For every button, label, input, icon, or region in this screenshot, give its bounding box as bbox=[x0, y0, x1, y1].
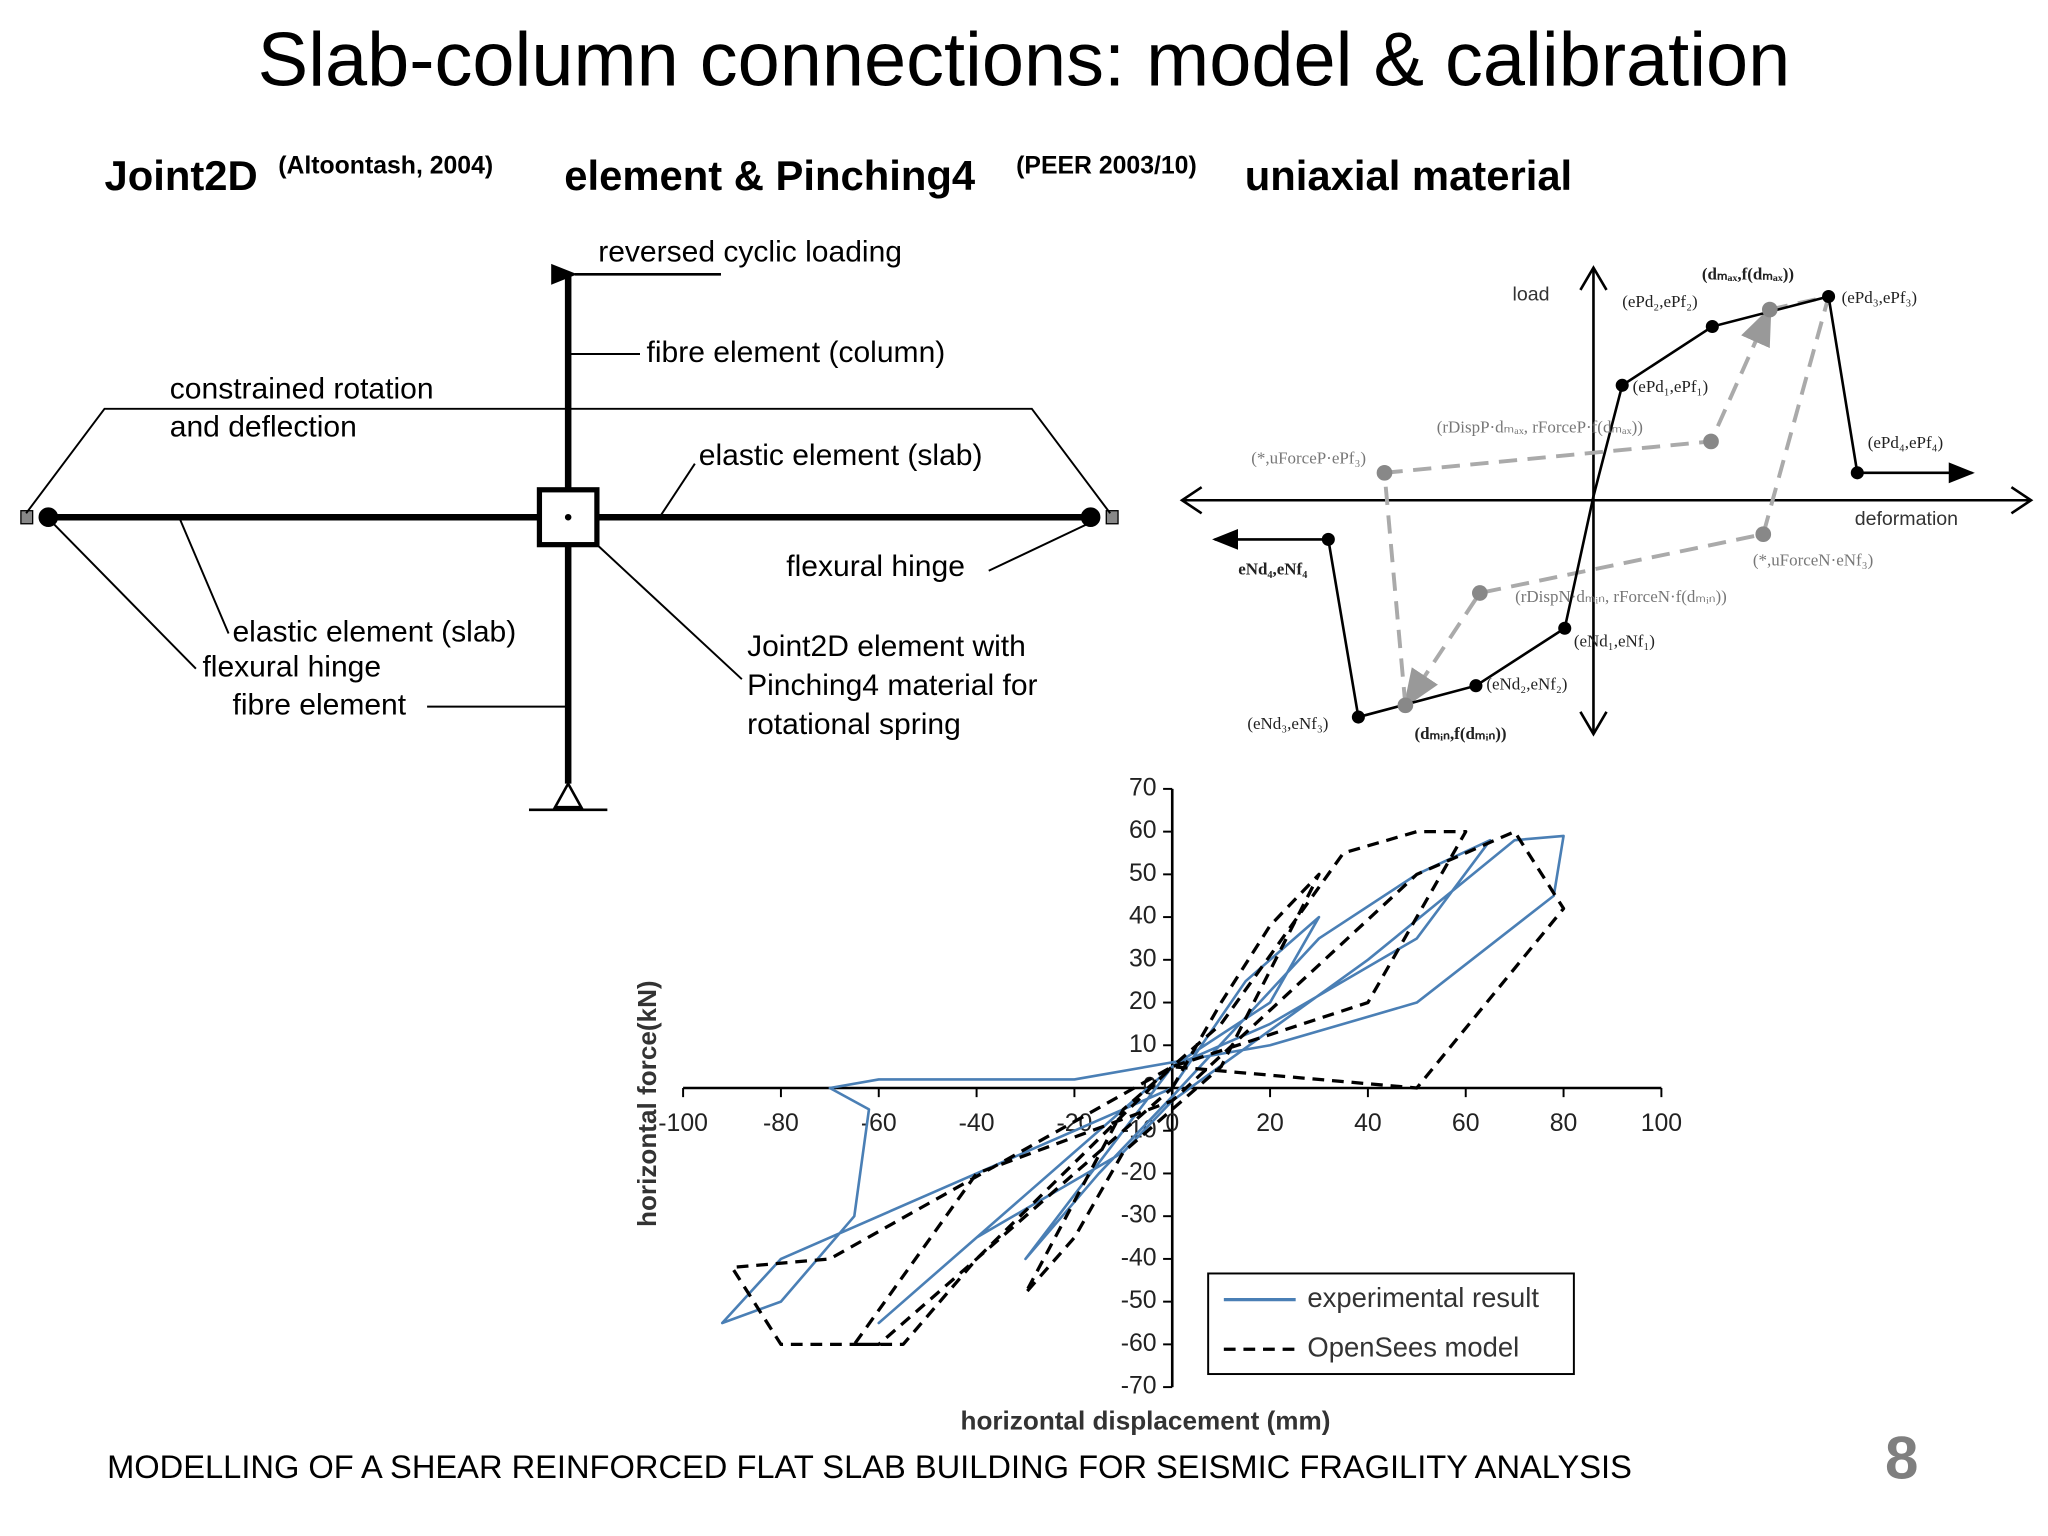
series-line bbox=[720, 834, 1565, 1325]
diagram-label: Joint2D element with bbox=[747, 630, 1026, 663]
y-tick-label: -20 bbox=[1121, 1159, 1157, 1186]
point-label: (eNd₁,eNf₁) bbox=[1574, 632, 1655, 651]
point-label: (*,uForceP·ePf₃) bbox=[1251, 449, 1366, 468]
y-tick-label: 30 bbox=[1129, 945, 1157, 972]
x-tick-label: 60 bbox=[1452, 1110, 1480, 1137]
y-tick-label: -50 bbox=[1121, 1287, 1157, 1314]
series-line bbox=[730, 829, 1566, 1347]
x-tick-label: 100 bbox=[1641, 1110, 1682, 1137]
subtitle: uniaxial material bbox=[1245, 152, 1572, 199]
point-label: (ePd₂,ePf₂) bbox=[1622, 292, 1697, 311]
axis-label: load bbox=[1512, 283, 1549, 305]
point-label: (ePd₄,ePf₄) bbox=[1868, 433, 1943, 452]
legend-box bbox=[1207, 1272, 1575, 1376]
point-label: (ePd₁,ePf₁) bbox=[1633, 377, 1708, 396]
subtitle-ref: (Altoontash, 2004) bbox=[278, 153, 493, 180]
point-label: (rDispP·dₘₐₓ, rForceP·f(dₘₐₓ)) bbox=[1437, 417, 1643, 436]
pinching-diagram bbox=[1179, 265, 2034, 737]
y-tick-label: 10 bbox=[1129, 1031, 1157, 1058]
y-tick-label: -40 bbox=[1121, 1244, 1157, 1271]
x-tick-label: 20 bbox=[1256, 1110, 1284, 1137]
y-tick-label: -30 bbox=[1121, 1202, 1157, 1229]
y-tick-label: -70 bbox=[1121, 1373, 1157, 1400]
point-label: (rDispN·dₘᵢₙ, rForceN·f(dₘᵢₙ)) bbox=[1515, 587, 1727, 606]
page-number: 8 bbox=[1885, 1425, 1918, 1492]
point-label: eNd₄,eNf₄ bbox=[1238, 560, 1307, 579]
subtitle-ref: (PEER 2003/10) bbox=[1016, 153, 1197, 180]
point-label: (ePd₃,ePf₃) bbox=[1842, 288, 1917, 307]
point-label: (eNd₃,eNf₃) bbox=[1247, 714, 1328, 733]
model-diagram bbox=[20, 263, 1119, 812]
diagram-label: rotational spring bbox=[747, 708, 961, 741]
diagram-label: constrained rotation bbox=[170, 372, 434, 405]
subtitle: element & Pinching4 bbox=[564, 152, 976, 199]
diagram-label: fibre element bbox=[232, 689, 406, 722]
point-label: (eNd₂,eNf₂) bbox=[1486, 675, 1567, 694]
diagram-label: fibre element (column) bbox=[647, 336, 946, 369]
footer: MODELLING OF A SHEAR REINFORCED FLAT SLA… bbox=[107, 1448, 1632, 1485]
point-label: (dₘᵢₙ,f(dₘᵢₙ)) bbox=[1415, 724, 1507, 743]
y-tick-label: 20 bbox=[1129, 988, 1157, 1015]
x-axis-label: horizontal displacement (mm) bbox=[961, 1405, 1331, 1435]
legend-label: OpenSees model bbox=[1307, 1331, 1519, 1362]
diagram-label: reversed cyclic loading bbox=[598, 235, 902, 268]
title: Slab-column connections: model & calibra… bbox=[258, 17, 1791, 102]
x-tick-label: -100 bbox=[658, 1110, 708, 1137]
subtitle: Joint2D bbox=[104, 152, 257, 199]
diagram-label: and deflection bbox=[170, 410, 357, 443]
y-axis-label: horizontal force(kN) bbox=[632, 980, 662, 1227]
x-tick-label: -20 bbox=[1056, 1110, 1092, 1137]
diagram-label: Pinching4 material for bbox=[747, 669, 1037, 702]
y-tick-label: 60 bbox=[1129, 817, 1157, 844]
diagram-label: elastic element (slab) bbox=[699, 439, 983, 472]
y-tick-label: 40 bbox=[1129, 903, 1157, 930]
x-tick-label: -40 bbox=[959, 1110, 995, 1137]
x-tick-label: -80 bbox=[763, 1110, 799, 1137]
diagram-label: elastic element (slab) bbox=[232, 615, 516, 648]
y-tick-label: 70 bbox=[1129, 774, 1157, 801]
x-tick-label: 80 bbox=[1550, 1110, 1578, 1137]
diagram-label: flexural hinge bbox=[786, 550, 965, 583]
point-label: (*,uForceN·eNf₃) bbox=[1753, 551, 1873, 570]
diagram-label: flexural hinge bbox=[202, 651, 381, 684]
hysteresis-chart: -100 -80 -60 -40 -20 0 20 40 60 80 100-70-60-50-40… bbox=[632, 774, 1682, 1435]
x-tick-label: 0 bbox=[1165, 1110, 1179, 1137]
y-tick-label: 50 bbox=[1129, 860, 1157, 887]
axis-label: deformation bbox=[1855, 508, 1958, 530]
x-tick-label: 40 bbox=[1354, 1110, 1382, 1137]
legend-label: experimental result bbox=[1307, 1282, 1539, 1313]
point-label: (dₘₐₓ,f(dₘₐₓ)) bbox=[1702, 264, 1794, 283]
y-tick-label: -60 bbox=[1121, 1330, 1157, 1357]
